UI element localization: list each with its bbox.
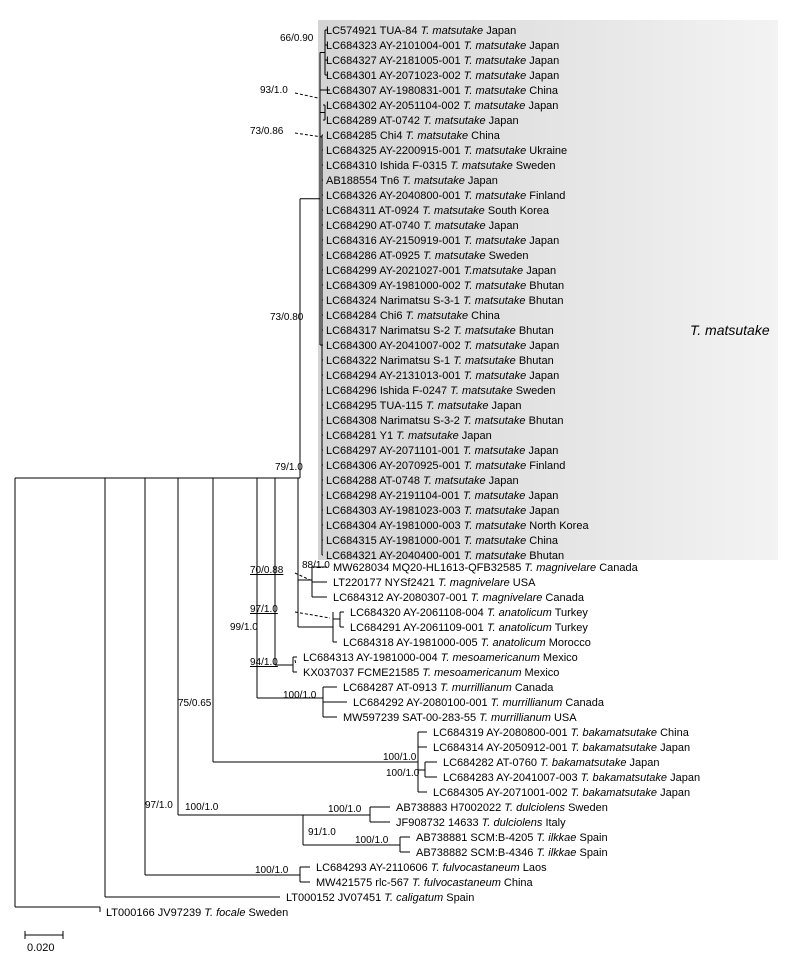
leaf-label: LC684292 AY-2080100-001 T. murrillianum … [353, 697, 605, 709]
branch [295, 573, 310, 580]
leaf-label: LC684300 AY-2041007-002 T. matsutake Jap… [326, 340, 559, 352]
leaf-label: LC684303 AY-1981023-003 T. matsutake Jap… [326, 505, 559, 517]
leaf-label: LC684288 AT-0748 T. matsutake Japan [326, 475, 519, 487]
support-label: 100/1.0 [328, 804, 362, 815]
leaf-label: LC684291 AY-2061109-001 T. anatolicum Tu… [350, 622, 588, 634]
support-label: 91/1.0 [308, 827, 336, 838]
support-label: 75/0.65 [178, 698, 212, 709]
leaf-label: LC684318 AY-1981000-005 T. anatolicum Mo… [343, 637, 591, 649]
leaf-label: LC684294 AY-2131013-001 T. matsutake Jap… [326, 370, 559, 382]
leaf-label: LC684320 AY-2061108-004 T. anatolicum Tu… [350, 607, 588, 619]
leaf-label: LC684322 Narimatsu S-1 T. matsutake Bhut… [326, 355, 554, 367]
branch [295, 133, 322, 137]
leaf-label: LC684313 AY-1981000-004 T. mesoamericanu… [303, 652, 578, 664]
leaf-label: JF908732 14633 T. dulciolens Italy [396, 817, 566, 829]
support-label: 97/1.0 [145, 800, 173, 811]
leaf-label: AB188554 Tn6 T. matsutake Japan [326, 175, 498, 187]
leaf-label: LC684285 Chi4 T. matsutake China [326, 130, 501, 142]
leaf-label: LC684283 AY-2041007-003 T. bakamatsutake… [443, 772, 700, 784]
leaf-label: LC684323 AY-2101004-001 T. matsutake Jap… [326, 40, 559, 52]
leaf-label: LC684312 AY-2080307-001 T. magnivelare C… [333, 592, 585, 604]
leaf-label: LC684325 AY-2200915-001 T. matsutake Ukr… [326, 145, 567, 157]
leaf-label: AB738881 SCM:B-4205 T. ilkkae Spain [416, 832, 608, 844]
support-label: 94/1.0 [250, 657, 278, 668]
support-label: 88/1.0 [302, 560, 330, 571]
leaf-label: MW597239 SAT-00-283-55 T. murrillianum U… [343, 712, 577, 724]
leaf-label: LT000152 JV07451 T. caligatum Spain [286, 892, 474, 904]
leaf-label: LC684301 AY-2071023-002 T. matsutake Jap… [326, 70, 559, 82]
leaf-label: LC684315 AY-1981000-001 T. matsutake Chi… [326, 535, 559, 547]
branch [295, 612, 330, 618]
support-label: 100/1.0 [283, 690, 317, 701]
leaf-label: LC684298 AY-2191104-001 T. matsutake Jap… [326, 490, 558, 502]
leaf-label: LC684309 AY-1981000-002 T. matsutake Bhu… [326, 280, 564, 292]
leaf-label: LC684327 AY-2181005-001 T. matsutake Jap… [326, 55, 559, 67]
leaf-label: LC684286 AT-0925 T. matsutake Sweden [326, 250, 528, 262]
leaf-label: LC684289 AT-0742 T. matsutake Japan [326, 115, 519, 127]
leaf-label: LC684321 AY-2040400-001 T. matsutake Bhu… [326, 550, 564, 562]
leaf-label: LC684314 AY-2050912-001 T. bakamatsutake… [433, 742, 690, 754]
leaf-label: LC684311 AT-0924 T. matsutake South Kore… [326, 205, 550, 217]
leaf-label: LT220177 NYSf2421 T. magnivelare USA [333, 577, 536, 589]
leaf-label: MW628034 MQ20-HL1613-QFB32585 T. magnive… [333, 562, 639, 574]
support-label: 73/0.86 [250, 126, 284, 137]
support-label: 73/0.80 [270, 312, 304, 323]
scale-bar-label: 0.020 [27, 942, 55, 954]
leaf-label: MW421575 rlc-567 T. fulvocastaneum China [316, 877, 534, 889]
leaf-label: LC684310 Ishida F-0315 T. matsutake Swed… [326, 160, 556, 172]
leaf-label: LC684284 Chi6 T. matsutake China [326, 310, 501, 322]
leaf-label: LT000166 JV97239 T. focale Sweden [106, 907, 288, 919]
leaf-label: AB738883 H7002022 T. dulciolens Sweden [396, 802, 608, 814]
leaf-label: LC684296 Ishida F-0247 T. matsutake Swed… [326, 385, 556, 397]
leaf-label: LC684305 AY-2071001-002 T. bakamatsutake… [433, 787, 690, 799]
leaf-label: LC684290 AT-0740 T. matsutake Japan [326, 220, 519, 232]
phylogenetic-tree: LC574921 TUA-84 T. matsutake Japan LC6843… [0, 0, 792, 960]
support-label: 99/1.0 [230, 622, 258, 633]
leaf-label: AB738882 SCM:B-4346 T. ilkkae Spain [416, 847, 608, 859]
support-label: 100/1.0 [185, 802, 219, 813]
branch [295, 660, 296, 665]
leaf-label: LC684293 AY-2110606 T. fulvocastaneum La… [316, 862, 547, 874]
leaf-label: LC684317 Narimatsu S-2 T. matsutake Bhut… [326, 325, 554, 337]
support-label: 93/1.0 [260, 85, 288, 96]
leaf-label: LC684297 AY-2071101-001 T. matsutake Jap… [326, 445, 558, 457]
leaf-label: LC684295 TUA-115 T. matsutake Japan [326, 400, 522, 412]
clade-label: T. matsutake [690, 322, 770, 338]
leaf-label: LC684304 AY-1981000-003 T. matsutake Nor… [326, 520, 589, 532]
leaf-label: LC684287 AT-0913 T. murrillianum Canada [343, 682, 554, 694]
leaf-label: LC684326 AY-2040800-001 T. matsutake Fin… [326, 190, 565, 202]
support-label: 100/1.0 [386, 768, 420, 779]
support-label: 100/1.0 [383, 752, 417, 763]
branch [295, 93, 318, 98]
leaf-label: LC684302 AY-2051104-002 T. matsutake Jap… [326, 100, 558, 112]
support-label: 100/1.0 [355, 835, 389, 846]
leaf-label: LC684307 AY-1980831-001 T. matsutake Chi… [326, 85, 559, 97]
support-label: 100/1.0 [255, 865, 289, 876]
support-label: 97/1.0 [250, 604, 278, 615]
leaf-label: LC684281 Y1 T. matsutake Japan [326, 430, 492, 442]
leaf-label: LC684308 Narimatsu S-3-2 T. matsutake Bh… [326, 415, 563, 427]
leaf-label: LC684299 AY-2021027-001 T.matsutake Japa… [326, 265, 556, 277]
leaf-label: KX037037 FCME21585 T. mesoamericanum Mex… [303, 667, 559, 679]
leaf-label: LC684324 Narimatsu S-3-1 T. matsutake Bh… [326, 295, 563, 307]
support-label: 66/0.90 [280, 33, 314, 44]
leaf-label: LC684306 AY-2070925-001 T. matsutake Fin… [326, 460, 565, 472]
leaf-label: LC684282 AT-0760 T. bakamatsutake Japan [443, 757, 660, 769]
leaf-label: LC684319 AY-2080800-001 T. bakamatsutake… [433, 727, 690, 739]
support-label: 70/0.88 [250, 565, 284, 576]
support-label: 79/1.0 [275, 462, 303, 473]
leaf-label: LC574921 TUA-84 T. matsutake Japan [326, 25, 516, 37]
leaf-label: LC684316 AY-2150919-001 T. matsutake Jap… [326, 235, 559, 247]
